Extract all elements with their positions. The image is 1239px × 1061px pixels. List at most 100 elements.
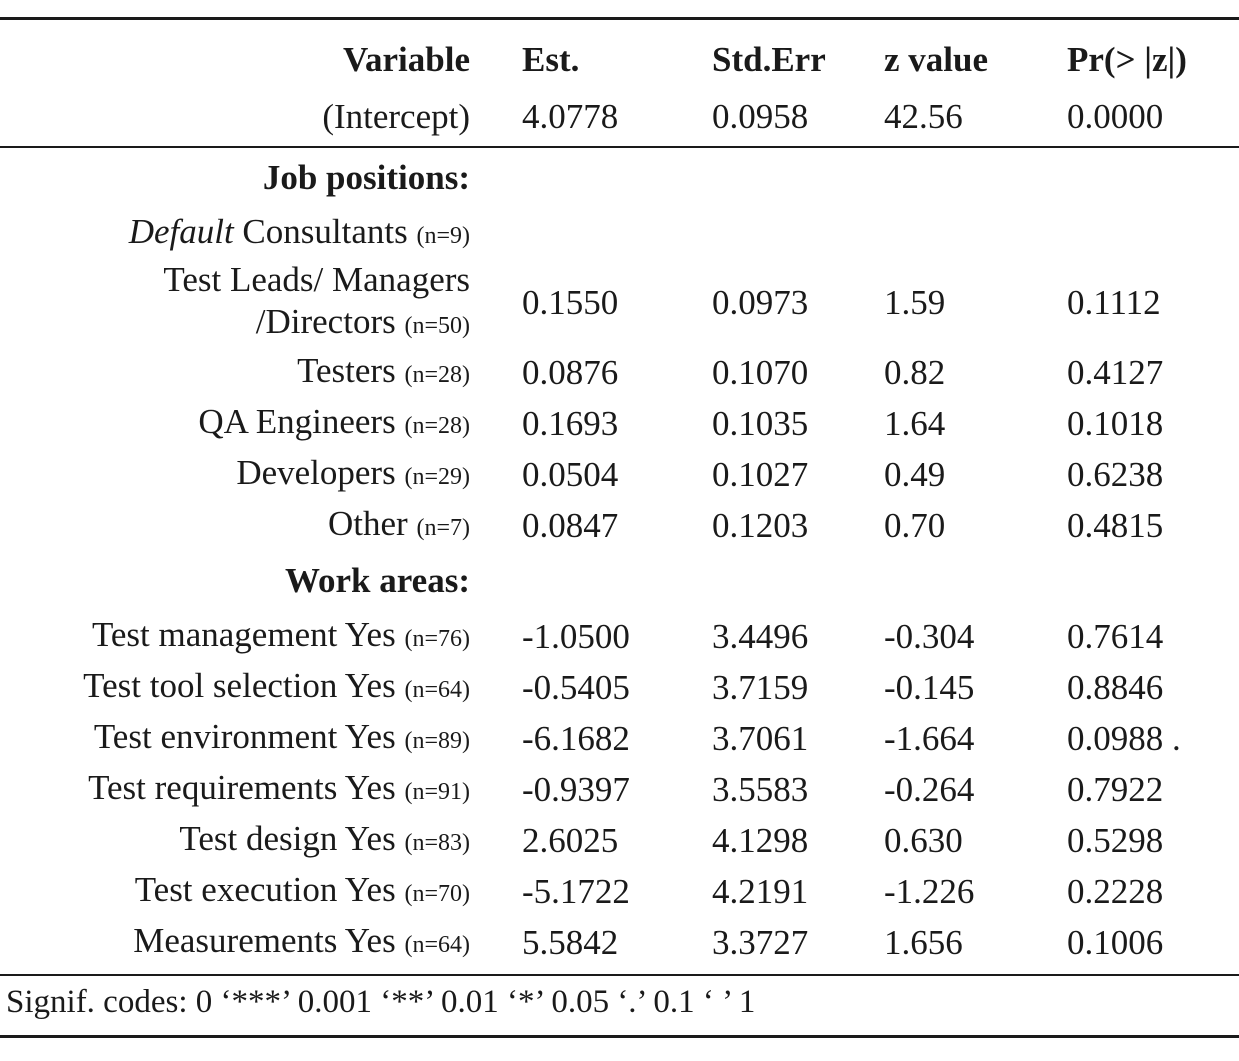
p-value-cell: 0.1018: [1067, 403, 1164, 443]
group-title: Job positions:: [262, 158, 470, 197]
bottom-rule: [0, 1035, 1239, 1038]
table-end-rule: [0, 974, 1239, 976]
z-value-cell: -1.664: [884, 718, 975, 758]
p-value-cell: 0.8846: [1067, 667, 1164, 707]
z-value-cell: 0.70: [884, 505, 946, 545]
row-label: QA Engineers (n=28): [0, 398, 476, 449]
row-label-text: Test requirements Yes: [88, 767, 405, 807]
z-value-cell: 1.59: [884, 283, 946, 322]
table-row-intercept: (Intercept) 4.0778 0.0958 42.56 0.0000: [0, 86, 1239, 148]
default-marker: Default: [128, 211, 234, 251]
estimate-cell: -0.9397: [522, 769, 630, 809]
row-label-text: Other: [328, 503, 417, 543]
row-label-text: Test tool selection Yes: [83, 665, 405, 705]
header-variable: Variable: [342, 40, 470, 79]
std-err-cell: 3.7061: [712, 718, 809, 758]
z-value-cell: 0.630: [884, 820, 963, 860]
row-label-text: Test execution Yes: [134, 869, 405, 909]
sample-size: (n=28): [404, 361, 470, 388]
std-err-cell: 3.3727: [712, 922, 809, 962]
std-err-cell: 3.7159: [712, 667, 809, 707]
sample-size: (n=28): [404, 412, 470, 439]
sample-size: (n=83): [404, 829, 470, 856]
p-value-cell: 0.6238: [1067, 454, 1164, 494]
z-value-cell: 0.82: [884, 352, 946, 392]
estimate-cell: 4.0778: [522, 97, 619, 136]
header-estimate: Est.: [522, 40, 580, 79]
row-label-text: Developers: [236, 452, 405, 492]
header-std-err: Std.Err: [712, 40, 826, 79]
p-value-cell: 0.7614: [1067, 616, 1164, 656]
p-value-cell: 0.0000: [1067, 97, 1164, 136]
z-value-cell: -0.304: [884, 616, 975, 656]
group-header-work-areas: Work areas:: [0, 551, 1239, 611]
z-value-cell: -1.226: [884, 871, 975, 911]
row-label-text: Test design Yes: [179, 818, 405, 858]
estimate-cell: -0.5405: [522, 667, 630, 707]
estimate-cell: 0.1550: [522, 283, 619, 322]
table-row: Test management Yes (n=76) -1.0500 3.449…: [0, 611, 1239, 662]
estimate-cell: 0.0847: [522, 505, 619, 545]
group-title: Work areas:: [284, 561, 470, 600]
sample-size: (n=29): [404, 463, 470, 490]
p-value-cell: 0.1006: [1067, 922, 1164, 962]
table-row: Measurements Yes (n=64) 5.5842 3.3727 1.…: [0, 917, 1239, 968]
std-err-cell: 0.1203: [712, 505, 809, 545]
row-label-text: QA Engineers: [198, 401, 405, 441]
z-value-cell: 42.56: [884, 97, 963, 136]
sample-size: (n=89): [404, 727, 470, 754]
estimate-cell: 0.0876: [522, 352, 619, 392]
std-err-cell: 3.5583: [712, 769, 809, 809]
table-row: Test design Yes (n=83) 2.6025 4.1298 0.6…: [0, 815, 1239, 866]
p-value-cell: 0.4815: [1067, 505, 1164, 545]
row-label-text: Measurements Yes: [133, 920, 405, 960]
table-row: Test environment Yes (n=89) -6.1682 3.70…: [0, 713, 1239, 764]
row-label: Test requirements Yes (n=91): [0, 764, 476, 815]
sample-size: (n=76): [404, 625, 470, 652]
header-z-value: z value: [884, 40, 989, 79]
header-rule: [0, 146, 1239, 148]
table-row: Testers (n=28) 0.0876 0.1070 0.82 0.4127: [0, 347, 1239, 398]
row-label: Test design Yes (n=83): [0, 815, 476, 866]
std-err-cell: 4.2191: [712, 871, 809, 911]
row-label: Testers (n=28): [0, 347, 476, 398]
p-value-cell: 0.0988 .: [1067, 718, 1181, 758]
table-row: Test requirements Yes (n=91) -0.9397 3.5…: [0, 764, 1239, 815]
group-header-job-positions: Job positions:: [0, 148, 1239, 208]
p-value-cell: 0.7922: [1067, 769, 1164, 809]
header-row: Variable Est. Std.Err z value Pr(> |z|): [0, 34, 1239, 86]
table-row: Test execution Yes (n=70) -5.1722 4.2191…: [0, 866, 1239, 917]
table-row: Test Leads/ Managers/Directors (n=50) 0.…: [0, 259, 1239, 347]
std-err-cell: 4.1298: [712, 820, 809, 860]
z-value-cell: -0.145: [884, 667, 975, 707]
std-err-cell: 0.0958: [712, 97, 809, 136]
p-value-cell: 0.1112: [1067, 283, 1161, 322]
estimate-cell: 0.1693: [522, 403, 619, 443]
header-p-value: Pr(> |z|): [1067, 40, 1187, 79]
top-rule: [0, 17, 1239, 20]
estimate-cell: 2.6025: [522, 820, 619, 860]
std-err-cell: 0.1070: [712, 352, 809, 392]
row-label: Test management Yes (n=76): [0, 611, 476, 662]
row-label-text: Test management Yes: [91, 614, 405, 654]
sample-size: (n=7): [416, 514, 470, 541]
row-label: Measurements Yes (n=64): [0, 917, 476, 968]
estimate-cell: 5.5842: [522, 922, 619, 962]
p-value-cell: 0.2228: [1067, 871, 1164, 911]
sample-size: (n=91): [404, 778, 470, 805]
row-label-text: Test environment Yes: [93, 716, 405, 756]
sample-size: (n=50): [404, 313, 470, 339]
z-value-cell: -0.264: [884, 769, 975, 809]
sample-size: (n=64): [404, 676, 470, 703]
estimate-cell: 0.0504: [522, 454, 619, 494]
table-row: Test tool selection Yes (n=64) -0.5405 3…: [0, 662, 1239, 713]
table-row: Other (n=7) 0.0847 0.1203 0.70 0.4815: [0, 500, 1239, 551]
std-err-cell: 3.4496: [712, 616, 809, 656]
significance-codes: Signif. codes: 0 ‘***’ 0.001 ‘**’ 0.01 ‘…: [6, 984, 756, 1020]
table-row: QA Engineers (n=28) 0.1693 0.1035 1.64 0…: [0, 398, 1239, 449]
std-err-cell: 0.1027: [712, 454, 809, 494]
estimate-cell: -6.1682: [522, 718, 630, 758]
row-label-line1: Test Leads/ Managers: [163, 260, 470, 299]
row-label-line2: /Directors: [255, 302, 405, 341]
row-label: Test environment Yes (n=89): [0, 713, 476, 764]
